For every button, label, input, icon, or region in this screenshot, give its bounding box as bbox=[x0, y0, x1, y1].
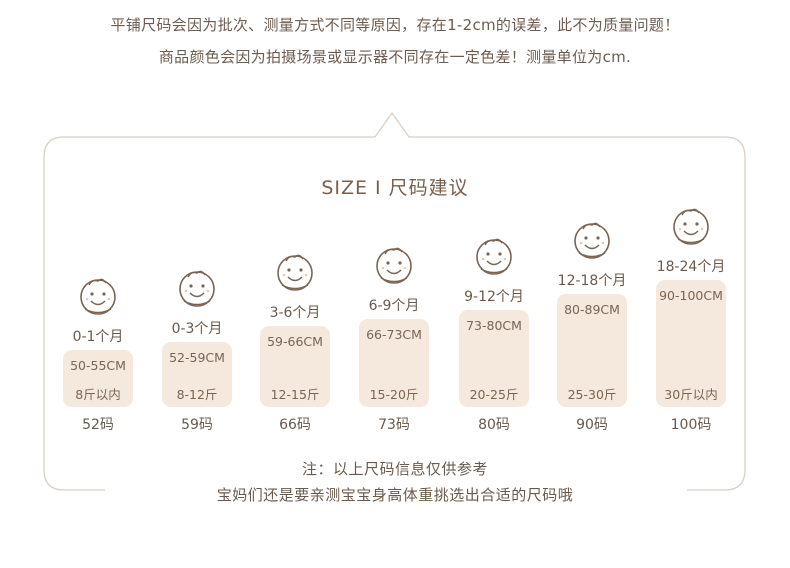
size-code: 52码 bbox=[82, 417, 114, 433]
size-box bbox=[260, 326, 330, 407]
baby-face-icon bbox=[277, 254, 313, 291]
size-column: 0-1个月 50-55CM 8斤以内 52码 bbox=[63, 0, 133, 568]
weight-range: 12-15斤 bbox=[270, 387, 320, 402]
weight-range: 8-12斤 bbox=[176, 387, 218, 402]
size-column: 18-24个月 90-100CM 30斤以内 100码 bbox=[656, 0, 726, 568]
size-code: 66码 bbox=[279, 417, 311, 433]
size-code: 100码 bbox=[670, 417, 712, 433]
height-range: 90-100CM bbox=[659, 288, 723, 303]
height-range: 73-80CM bbox=[466, 318, 522, 333]
size-column: 12-18个月 80-89CM 25-30斤 90码 bbox=[557, 0, 627, 568]
size-column: 6-9个月 66-73CM 15-20斤 73码 bbox=[359, 0, 429, 568]
weight-range: 15-20斤 bbox=[369, 387, 419, 402]
baby-face-icon bbox=[476, 238, 512, 275]
height-range: 50-55CM bbox=[70, 358, 126, 373]
weight-range: 30斤以内 bbox=[664, 387, 718, 402]
age-label: 0-1个月 bbox=[72, 329, 124, 345]
size-column: 9-12个月 73-80CM 20-25斤 80码 bbox=[459, 0, 529, 568]
size-box bbox=[359, 319, 429, 407]
height-range: 80-89CM bbox=[564, 302, 620, 317]
baby-face-icon bbox=[574, 222, 610, 259]
size-box bbox=[162, 342, 232, 407]
size-column: 3-6个月 59-66CM 12-15斤 66码 bbox=[260, 0, 330, 568]
reference-note: 注：以上尺码信息仅供参考 bbox=[301, 460, 488, 478]
baby-face-icon bbox=[673, 208, 709, 245]
weight-range: 20-25斤 bbox=[469, 387, 519, 402]
color-note: 商品颜色会因为拍摄场景或显示器不同存在一定色差！测量单位为cm. bbox=[158, 48, 632, 66]
advice-note: 宝妈们还是要亲测宝宝身高体重挑选出合适的尺码哦 bbox=[216, 486, 574, 504]
baby-face-icon bbox=[376, 247, 412, 284]
age-label: 18-24个月 bbox=[656, 259, 726, 275]
measurement-note: 平铺尺码会因为批次、测量方式不同等原因，存在1-2cm的误差，此不为质量问题！ bbox=[110, 16, 680, 34]
weight-range: 8斤以内 bbox=[75, 387, 121, 402]
height-range: 52-59CM bbox=[169, 350, 225, 365]
age-label: 12-18个月 bbox=[557, 273, 627, 289]
size-box bbox=[656, 280, 726, 407]
height-range: 59-66CM bbox=[267, 334, 323, 349]
size-column: 0-3个月 52-59CM 8-12斤 59码 bbox=[162, 0, 232, 568]
baby-face-icon bbox=[179, 270, 215, 307]
size-code: 80码 bbox=[478, 417, 510, 433]
baby-face-icon bbox=[80, 278, 116, 315]
size-code: 59码 bbox=[181, 417, 213, 433]
size-box bbox=[459, 310, 529, 407]
age-label: 3-6个月 bbox=[269, 305, 321, 321]
size-box bbox=[63, 350, 133, 407]
age-label: 9-12个月 bbox=[464, 289, 524, 305]
age-label: 0-3个月 bbox=[171, 321, 223, 337]
weight-range: 25-30斤 bbox=[567, 387, 617, 402]
size-box bbox=[557, 294, 627, 407]
size-code: 90码 bbox=[576, 417, 608, 433]
size-chart-title: SIZE I 尺码建议 bbox=[321, 177, 469, 199]
height-range: 66-73CM bbox=[366, 327, 422, 342]
size-code: 73码 bbox=[378, 417, 410, 433]
age-label: 6-9个月 bbox=[368, 298, 420, 314]
